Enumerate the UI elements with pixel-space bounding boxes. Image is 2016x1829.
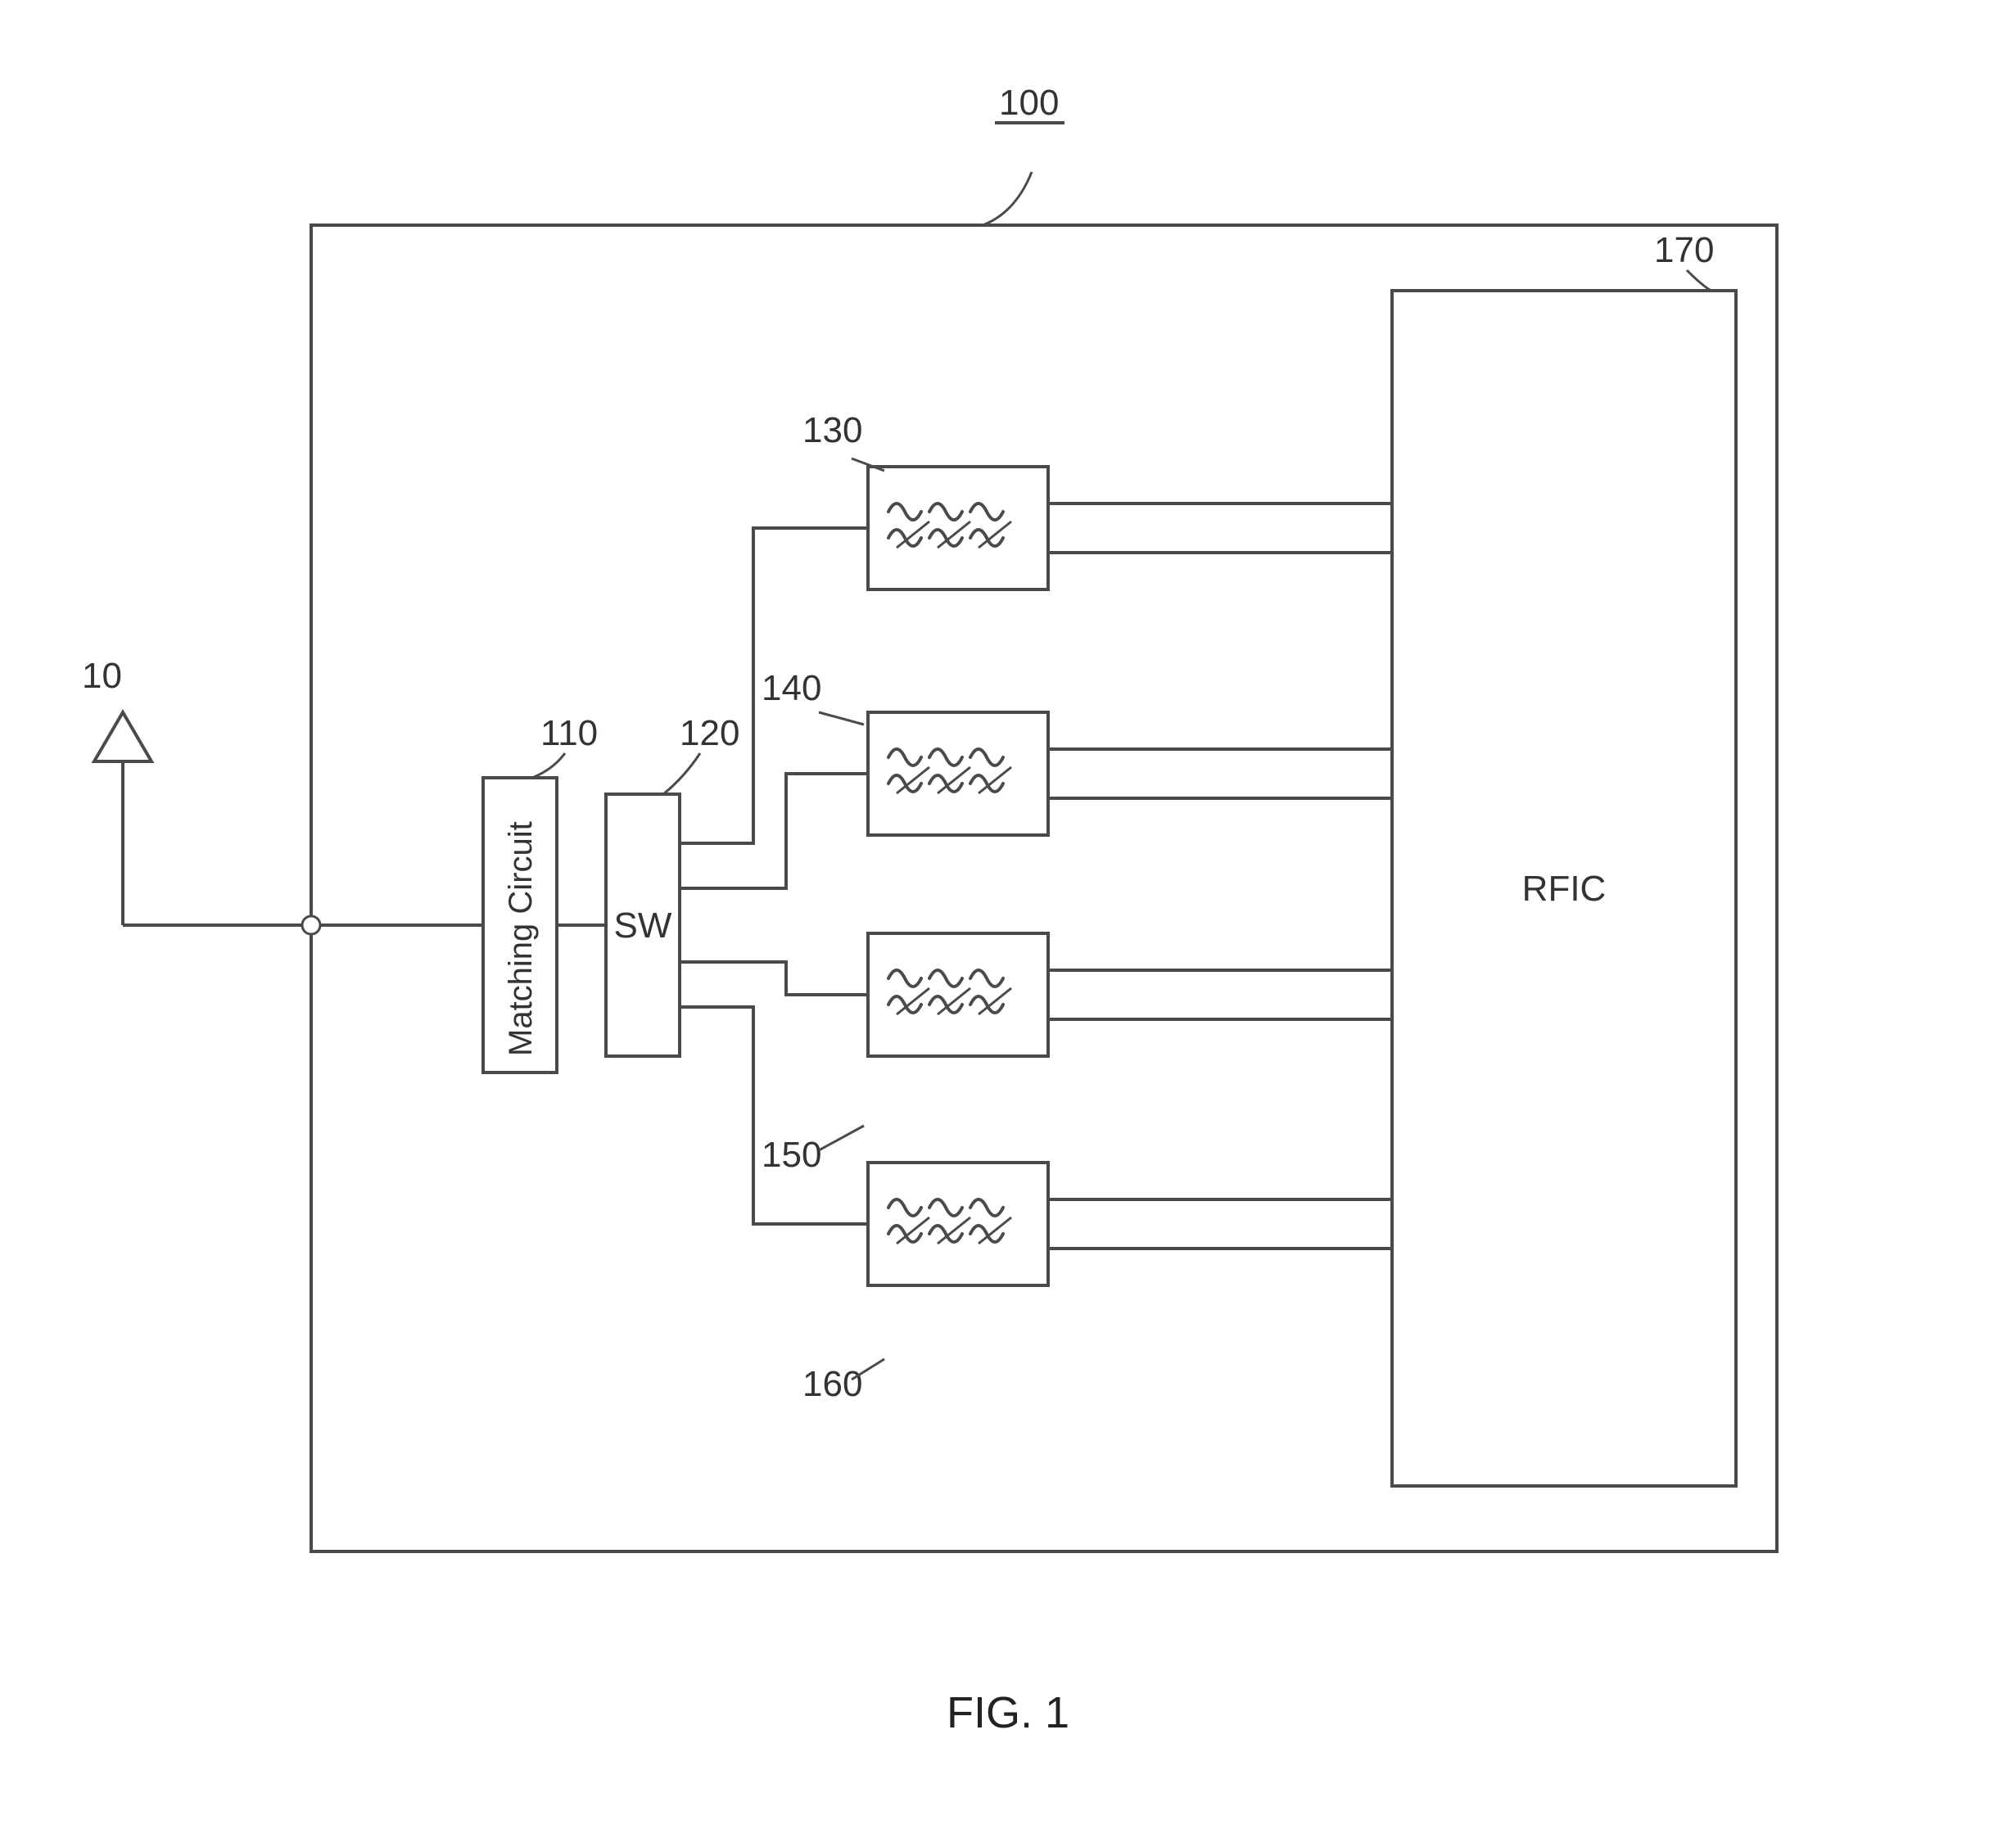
figure-caption: FIG. 1 bbox=[947, 1688, 1069, 1737]
filter-box-3 bbox=[868, 1163, 1048, 1285]
switch-label: SW bbox=[614, 905, 672, 946]
ref-antenna: 10 bbox=[82, 656, 122, 696]
leader-switch bbox=[663, 753, 700, 794]
ref-rfic: 170 bbox=[1654, 230, 1714, 270]
ref-filter-1: 140 bbox=[762, 668, 821, 708]
port-module-in bbox=[302, 916, 320, 934]
filter-box-1 bbox=[868, 712, 1048, 835]
leader-filter-2 bbox=[819, 1126, 864, 1150]
matching-label: Matching Circuit bbox=[503, 821, 539, 1056]
ref-switch: 120 bbox=[680, 713, 739, 753]
ref-filter-0: 130 bbox=[802, 410, 862, 450]
filter-icon-2 bbox=[888, 970, 1011, 1014]
ref-matching: 110 bbox=[540, 713, 598, 753]
wire-sw-to-filter-3 bbox=[680, 1007, 868, 1224]
filter-icon-0 bbox=[888, 504, 1011, 548]
leader-filter-1 bbox=[819, 712, 864, 725]
ref-filter-3: 160 bbox=[802, 1364, 862, 1404]
filter-box-2 bbox=[868, 933, 1048, 1056]
antenna-icon bbox=[94, 712, 151, 761]
filter-box-0 bbox=[868, 467, 1048, 589]
rfic-label: RFIC bbox=[1522, 869, 1607, 909]
filter-icon-3 bbox=[888, 1199, 1011, 1244]
figure-canvas: 100 RFIC 170 Matching Circuit 110 SW 120 10 130 1… bbox=[0, 0, 2016, 1829]
leader-matching bbox=[532, 753, 565, 778]
filter-icon-1 bbox=[888, 749, 1011, 793]
leader-rfic bbox=[1687, 270, 1711, 291]
wire-sw-to-filter-2 bbox=[680, 962, 868, 995]
wire-sw-to-filter-1 bbox=[680, 774, 868, 888]
ref-module: 100 bbox=[999, 83, 1059, 123]
leader-module bbox=[983, 172, 1032, 225]
ref-filter-2: 150 bbox=[762, 1135, 821, 1175]
